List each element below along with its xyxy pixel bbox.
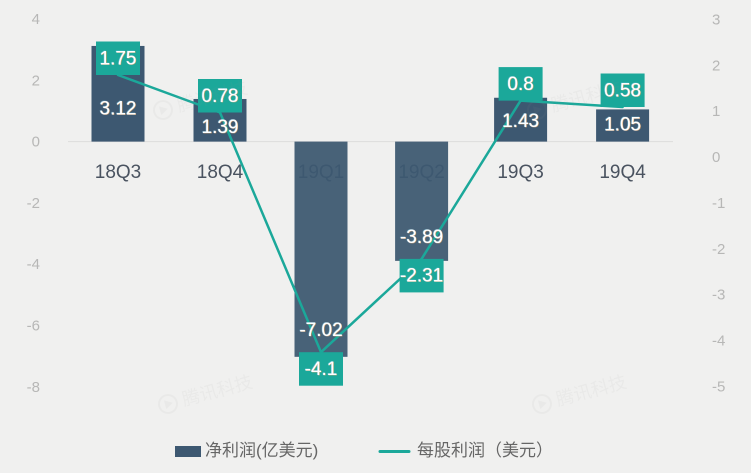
svg-text:19Q4: 19Q4 [599,162,646,183]
svg-text:-1: -1 [712,195,725,212]
svg-text:-3: -3 [712,287,725,304]
svg-text:-4: -4 [27,256,40,273]
svg-text:每股利润（美元）: 每股利润（美元） [417,441,553,460]
svg-text:腾讯科技: 腾讯科技 [554,372,629,410]
svg-text:1: 1 [712,103,720,120]
svg-text:1.05: 1.05 [604,114,641,135]
svg-text:3: 3 [712,11,720,28]
svg-text:-7.02: -7.02 [299,320,342,341]
svg-text:1.39: 1.39 [202,117,239,138]
svg-text:-2: -2 [27,195,40,212]
svg-text:3.12: 3.12 [100,98,137,119]
svg-text:19Q3: 19Q3 [497,162,543,183]
svg-text:-8: -8 [27,379,40,396]
svg-text:4: 4 [32,11,40,28]
svg-text:-2: -2 [712,241,725,258]
svg-text:0: 0 [32,134,40,151]
svg-text:0.8: 0.8 [507,74,533,95]
svg-text:-2.31: -2.31 [400,266,443,287]
svg-text:净利润(亿美元): 净利润(亿美元) [205,441,318,460]
svg-text:腾讯科技: 腾讯科技 [180,372,255,410]
svg-text:18Q4: 18Q4 [197,162,244,183]
svg-text:1.75: 1.75 [100,48,137,69]
svg-text:0: 0 [712,149,720,166]
svg-text:-3.89: -3.89 [400,227,443,248]
svg-text:-4.1: -4.1 [305,359,338,380]
svg-text:-4: -4 [712,333,725,350]
svg-text:2: 2 [32,72,40,89]
svg-text:-5: -5 [712,378,725,395]
svg-text:2: 2 [712,57,720,74]
svg-text:18Q3: 18Q3 [95,162,141,183]
svg-text:1.43: 1.43 [502,111,539,132]
svg-text:-6: -6 [27,318,40,335]
